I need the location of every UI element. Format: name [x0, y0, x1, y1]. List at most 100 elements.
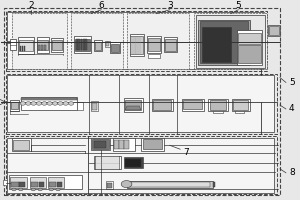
- Bar: [142, 139, 162, 149]
- Bar: [268, 25, 280, 36]
- Bar: [76, 39, 78, 50]
- Bar: [114, 140, 118, 149]
- Bar: [183, 100, 202, 109]
- Bar: [11, 182, 19, 187]
- Bar: [37, 37, 49, 53]
- Bar: [210, 100, 226, 110]
- Bar: [127, 182, 210, 187]
- Bar: [24, 46, 25, 51]
- Bar: [127, 13, 189, 69]
- Bar: [78, 39, 80, 50]
- Bar: [10, 39, 16, 50]
- Bar: [110, 42, 120, 53]
- Bar: [48, 177, 64, 188]
- Bar: [8, 75, 274, 132]
- Circle shape: [56, 188, 60, 191]
- Bar: [19, 40, 33, 51]
- Bar: [11, 177, 27, 188]
- Bar: [153, 100, 171, 110]
- Bar: [152, 99, 173, 111]
- Bar: [94, 141, 106, 148]
- Bar: [94, 40, 102, 51]
- Bar: [3, 180, 8, 185]
- Bar: [111, 44, 118, 52]
- Circle shape: [20, 102, 26, 105]
- Bar: [21, 98, 77, 100]
- Text: 8: 8: [289, 168, 295, 177]
- Bar: [106, 181, 113, 189]
- Bar: [85, 39, 87, 50]
- Circle shape: [12, 188, 16, 191]
- Circle shape: [42, 102, 47, 105]
- Bar: [198, 20, 250, 65]
- Circle shape: [26, 102, 31, 105]
- Bar: [124, 98, 143, 112]
- Bar: [148, 38, 160, 51]
- Bar: [202, 27, 231, 62]
- Bar: [194, 13, 266, 69]
- Bar: [208, 99, 228, 111]
- Bar: [130, 36, 143, 54]
- Text: 6: 6: [98, 1, 104, 10]
- Bar: [196, 15, 265, 68]
- Bar: [12, 13, 67, 69]
- Bar: [164, 37, 177, 52]
- Circle shape: [31, 102, 36, 105]
- Bar: [233, 100, 248, 110]
- Bar: [106, 183, 112, 188]
- Circle shape: [31, 188, 35, 191]
- Bar: [92, 103, 97, 110]
- Bar: [8, 12, 264, 69]
- Bar: [232, 99, 250, 111]
- Bar: [8, 138, 274, 193]
- Bar: [20, 46, 21, 51]
- Bar: [141, 138, 164, 151]
- Bar: [130, 34, 144, 56]
- Bar: [13, 140, 29, 150]
- Circle shape: [68, 102, 74, 105]
- Bar: [106, 42, 109, 46]
- Bar: [31, 182, 38, 187]
- Bar: [39, 182, 44, 187]
- Bar: [30, 177, 46, 188]
- Bar: [44, 45, 46, 50]
- Bar: [91, 101, 98, 111]
- Bar: [11, 100, 19, 111]
- Bar: [182, 99, 204, 111]
- Bar: [91, 138, 110, 150]
- Text: 2: 2: [28, 1, 34, 10]
- Bar: [105, 41, 110, 47]
- Polygon shape: [125, 106, 141, 110]
- Bar: [238, 45, 261, 63]
- Bar: [18, 37, 34, 54]
- Bar: [81, 39, 82, 50]
- Text: 4: 4: [289, 104, 295, 113]
- Text: 7: 7: [183, 148, 189, 157]
- Circle shape: [63, 102, 68, 105]
- Bar: [49, 182, 56, 187]
- Bar: [235, 111, 244, 113]
- Bar: [95, 42, 101, 50]
- Bar: [38, 45, 40, 50]
- Bar: [22, 46, 23, 51]
- Bar: [9, 175, 82, 189]
- Bar: [75, 39, 90, 51]
- Bar: [94, 156, 121, 169]
- Circle shape: [36, 102, 42, 105]
- Text: 5: 5: [236, 1, 241, 10]
- Bar: [238, 33, 261, 44]
- Circle shape: [38, 188, 42, 191]
- Bar: [52, 38, 63, 52]
- Bar: [6, 136, 277, 194]
- Circle shape: [47, 102, 52, 105]
- Bar: [147, 36, 161, 53]
- Text: 3: 3: [167, 1, 172, 10]
- Bar: [165, 39, 176, 51]
- Bar: [8, 41, 13, 43]
- Bar: [269, 26, 279, 35]
- Bar: [124, 157, 143, 168]
- Circle shape: [52, 102, 58, 105]
- Bar: [213, 182, 215, 187]
- Bar: [11, 102, 18, 109]
- Circle shape: [58, 102, 63, 105]
